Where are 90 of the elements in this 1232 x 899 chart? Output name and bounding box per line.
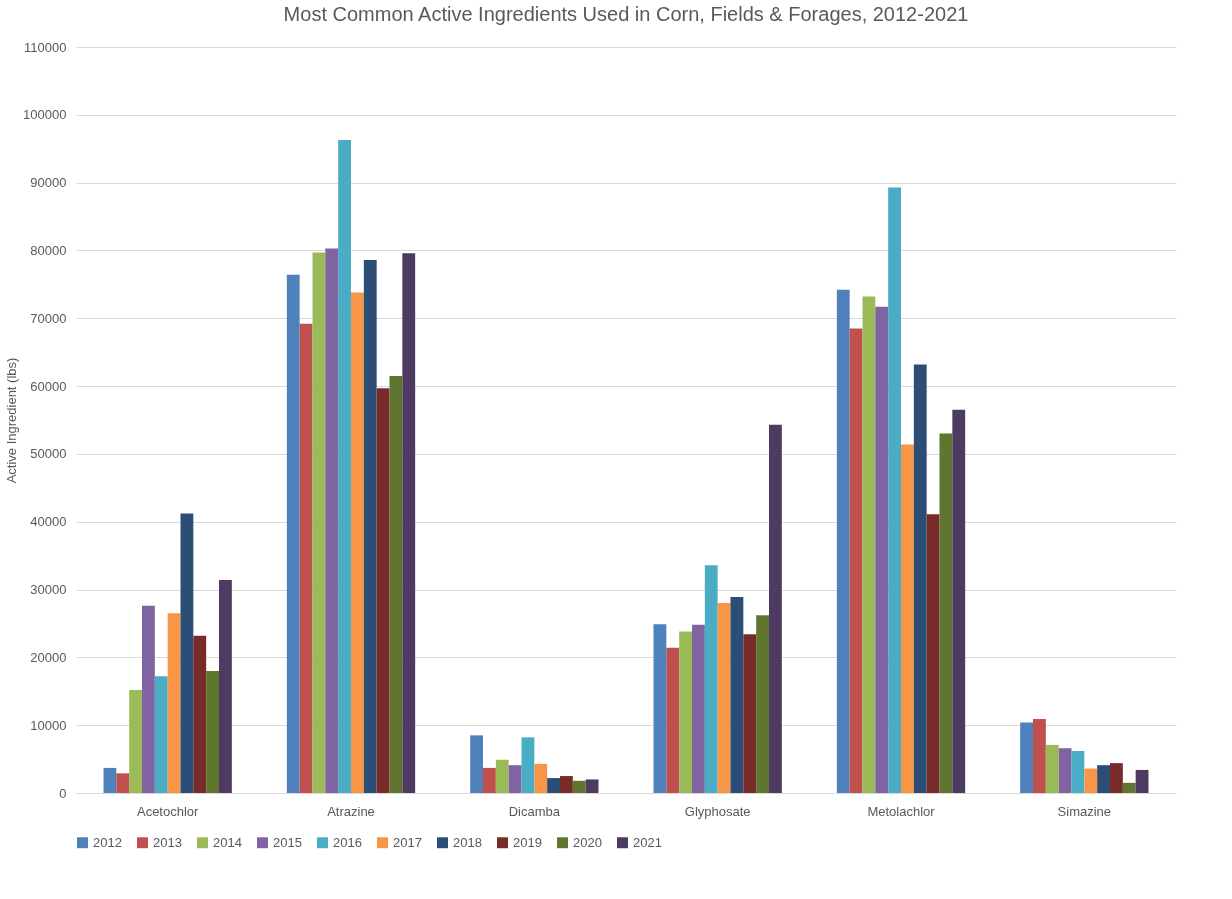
legend-label: 2012 xyxy=(93,834,122,850)
legend-label: 2013 xyxy=(153,834,182,850)
bar xyxy=(1071,750,1085,793)
bar xyxy=(862,296,876,793)
bar xyxy=(402,253,416,793)
bar xyxy=(547,778,560,793)
bar xyxy=(376,388,390,793)
x-tick-label: Glyphosate xyxy=(684,803,751,819)
bar xyxy=(585,779,599,793)
bar xyxy=(849,328,863,793)
x-tick-label: Acetochlor xyxy=(136,803,200,819)
bar xyxy=(888,187,901,793)
bar xyxy=(325,248,339,793)
bar xyxy=(743,634,757,793)
bar xyxy=(560,776,573,793)
bar xyxy=(1033,719,1046,793)
bar xyxy=(219,580,232,793)
bar xyxy=(952,409,966,793)
bar xyxy=(836,289,850,793)
legend-label: 2021 xyxy=(633,834,662,850)
bar xyxy=(167,613,181,793)
bar xyxy=(1058,748,1072,793)
bar xyxy=(351,292,364,793)
bar xyxy=(521,737,535,793)
chart-title: Most Common Active Ingredients Used in Corn, Fields & Forages, 2012-2021 xyxy=(283,3,969,25)
bar xyxy=(926,514,940,793)
bar xyxy=(913,364,927,793)
bar xyxy=(1084,768,1098,793)
bar xyxy=(769,424,782,793)
legend-label: 2018 xyxy=(453,834,482,850)
bar xyxy=(679,631,692,793)
y-tick-label: 110000 xyxy=(24,39,67,55)
y-tick-label: 70000 xyxy=(30,310,67,326)
bar xyxy=(666,647,680,793)
y-tick-label: 60000 xyxy=(30,378,67,394)
bar xyxy=(363,259,377,793)
bar xyxy=(1122,782,1136,793)
bar xyxy=(1110,763,1123,793)
legend-label: 2020 xyxy=(573,834,602,850)
bar xyxy=(193,635,207,793)
bar xyxy=(129,689,142,793)
y-tick-label: 100000 xyxy=(23,107,67,123)
y-tick-label: 90000 xyxy=(30,175,67,191)
y-tick-label: 0 xyxy=(59,785,67,801)
bar xyxy=(142,605,155,793)
bar xyxy=(103,767,117,793)
bar xyxy=(470,735,483,793)
bar xyxy=(692,624,705,793)
bar xyxy=(1097,765,1110,793)
y-tick-label: 80000 xyxy=(30,242,67,258)
y-axis-title: Active Ingredient (lbs) xyxy=(4,357,20,484)
bar xyxy=(206,670,219,793)
y-tick-label: 40000 xyxy=(30,514,67,530)
legend-label: 2015 xyxy=(273,834,302,850)
bar xyxy=(508,765,522,793)
bar xyxy=(286,274,300,793)
bar xyxy=(756,615,769,793)
legend-label: 2014 xyxy=(213,834,242,850)
bar xyxy=(180,513,194,793)
bar xyxy=(901,444,914,793)
bar xyxy=(389,375,403,793)
bar xyxy=(534,763,548,793)
bar xyxy=(495,759,509,793)
bar xyxy=(312,252,326,793)
bar xyxy=(299,323,313,793)
bar xyxy=(653,624,667,793)
bar xyxy=(1020,722,1033,793)
y-tick-label: 30000 xyxy=(30,582,67,598)
bar xyxy=(154,676,168,793)
bar xyxy=(483,767,496,793)
x-tick-label: Metolachlor xyxy=(867,803,936,819)
bar xyxy=(1045,744,1059,793)
bar xyxy=(338,139,351,793)
bar xyxy=(939,433,953,793)
bar xyxy=(717,603,731,793)
y-tick-label: 10000 xyxy=(30,717,67,733)
bar xyxy=(116,773,130,793)
bar xyxy=(875,306,889,793)
legend-label: 2019 xyxy=(513,834,542,850)
legend-label: 2016 xyxy=(333,834,362,850)
y-tick-label: 20000 xyxy=(30,649,67,665)
x-tick-label: Atrazine xyxy=(327,803,375,819)
legend-label: 2017 xyxy=(393,834,422,850)
x-tick-label: Simazine xyxy=(1057,803,1112,819)
bar xyxy=(704,565,718,793)
bar xyxy=(572,780,586,793)
bar xyxy=(730,597,744,793)
y-tick-label: 50000 xyxy=(30,446,67,462)
bar xyxy=(1135,769,1149,793)
x-tick-label: Dicamba xyxy=(508,803,561,819)
